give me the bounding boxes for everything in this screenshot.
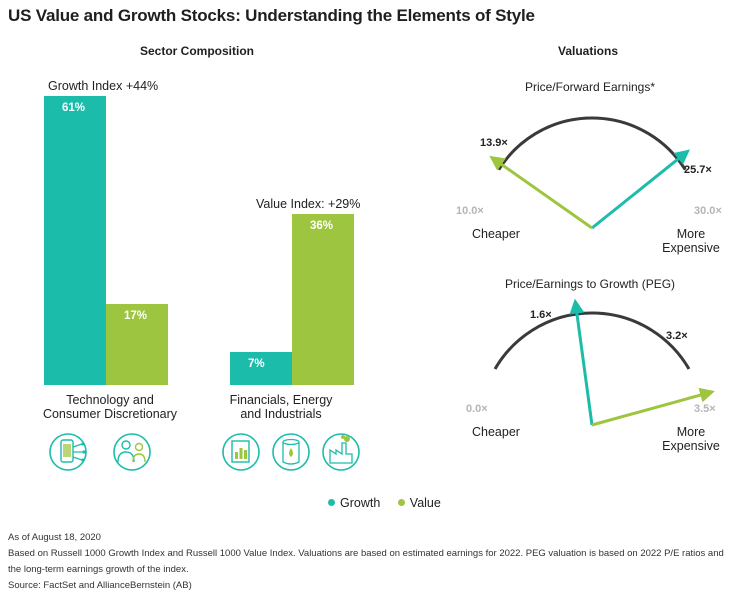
bar-value-label: 36% bbox=[310, 220, 334, 233]
expensive-label-line: More bbox=[676, 425, 706, 439]
gauge1-min-label: 10.0× bbox=[456, 205, 484, 217]
gauge2-arc bbox=[493, 311, 691, 370]
category-label-line: Technology and bbox=[66, 393, 154, 407]
legend-item-value: Value bbox=[397, 496, 441, 510]
footnote-date: As of August 18, 2020 bbox=[8, 532, 101, 543]
expensive-label-line: More bbox=[676, 227, 706, 241]
legend-swatch-value bbox=[397, 499, 405, 507]
value-index-label: Value Index: +29% bbox=[256, 197, 361, 211]
bar-value-0 bbox=[106, 304, 168, 385]
bar-value-label: 17% bbox=[124, 310, 148, 323]
gauge1-max-label: 30.0× bbox=[694, 205, 722, 217]
gauge1-arc bbox=[497, 116, 687, 171]
gauge2-expensive-label: More Expensive bbox=[656, 425, 726, 453]
footnotes: As of August 18, 2020 Based on Russell 1… bbox=[8, 530, 738, 594]
gauge2-needle-growth bbox=[569, 298, 594, 426]
growth-index-label: Growth Index +44% bbox=[48, 79, 159, 93]
gauge2-growth-label: 1.6× bbox=[530, 309, 552, 321]
legend-label-value: Value bbox=[409, 496, 441, 510]
gauge1-needle-value bbox=[489, 155, 593, 230]
gauge1-value-label: 13.9× bbox=[480, 137, 508, 149]
bar-value-label: 61% bbox=[62, 102, 86, 114]
sector-composition-heading: Sector Composition bbox=[140, 44, 255, 58]
category-label-line: Financials, Energy bbox=[229, 393, 333, 407]
page-title: US Value and Growth Stocks: Understandin… bbox=[8, 6, 535, 25]
gauge2-needle-value bbox=[591, 387, 715, 427]
footnote-source: Source: FactSet and AllianceBernstein (A… bbox=[8, 580, 192, 591]
bar-growth-0 bbox=[44, 96, 106, 385]
category-label-financials: Financials, Energy and Industrials bbox=[206, 393, 356, 421]
gauge2-min-label: 0.0× bbox=[466, 403, 488, 415]
gauge2-value-label: 3.2× bbox=[666, 330, 688, 342]
gauge2-max-label: 3.5× bbox=[694, 403, 716, 415]
expensive-label-line: Expensive bbox=[662, 241, 720, 255]
gauge1-cheaper-label: Cheaper bbox=[472, 227, 520, 241]
gauge2-title: Price/Earnings to Growth (PEG) bbox=[504, 277, 676, 291]
category-label-line: Consumer Discretionary bbox=[42, 407, 178, 421]
footnote-methodology: Based on Russell 1000 Growth Index and R… bbox=[8, 548, 724, 575]
category-label-technology: Technology and Consumer Discretionary bbox=[20, 393, 200, 421]
gauge1-title: Price/Forward Earnings* bbox=[524, 80, 656, 94]
bar-growth-1 bbox=[230, 351, 292, 385]
legend: Growth Value bbox=[328, 496, 441, 510]
gauge1-needle-growth bbox=[591, 149, 690, 230]
category-label-line: and Industrials bbox=[240, 407, 322, 421]
gauge2-cheaper-label: Cheaper bbox=[472, 425, 520, 439]
valuations-heading: Valuations bbox=[558, 44, 619, 58]
legend-swatch-growth bbox=[328, 499, 335, 507]
legend-label-growth: Growth bbox=[340, 496, 381, 510]
gauge1-growth-label: 25.7× bbox=[684, 164, 712, 176]
bar-value-1 bbox=[292, 214, 354, 385]
gauge1-expensive-label: More Expensive bbox=[656, 227, 726, 255]
legend-item-growth: Growth bbox=[328, 496, 380, 510]
expensive-label-line: Expensive bbox=[662, 439, 720, 453]
bar-value-label: 7% bbox=[248, 357, 265, 370]
